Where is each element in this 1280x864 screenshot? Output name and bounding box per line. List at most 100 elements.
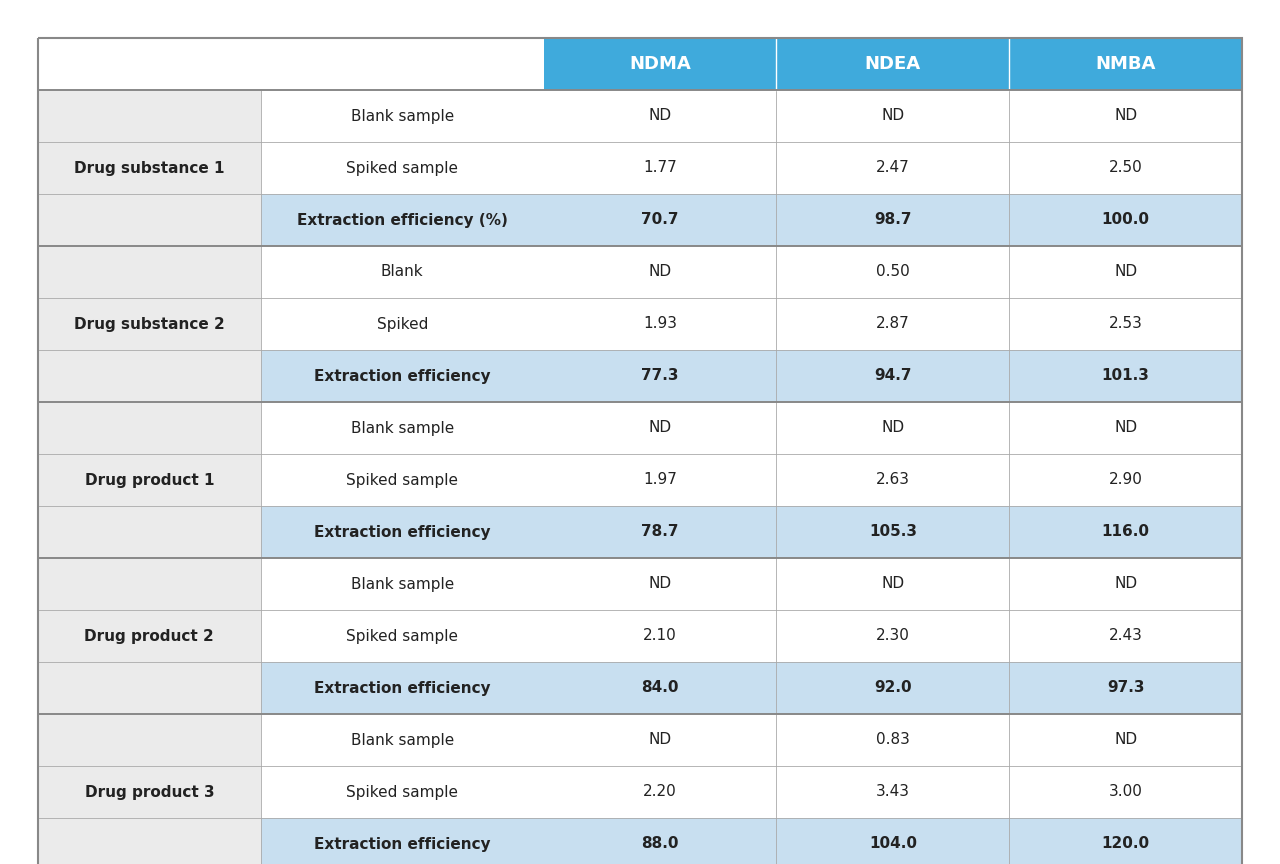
Text: ND: ND <box>649 421 672 435</box>
Text: Extraction efficiency: Extraction efficiency <box>314 836 490 852</box>
Bar <box>1009 662 1242 714</box>
Text: Spiked sample: Spiked sample <box>346 785 458 799</box>
Text: 100.0: 100.0 <box>1102 213 1149 227</box>
Bar <box>1009 350 1242 402</box>
Text: 116.0: 116.0 <box>1102 524 1149 539</box>
Text: 2.87: 2.87 <box>876 316 910 332</box>
Text: 1.97: 1.97 <box>643 473 677 487</box>
Text: ND: ND <box>649 264 672 279</box>
Text: 1.93: 1.93 <box>643 316 677 332</box>
Bar <box>777 90 1009 142</box>
Text: 3.00: 3.00 <box>1108 785 1143 799</box>
Bar <box>261 90 544 142</box>
Bar <box>777 350 1009 402</box>
Text: 98.7: 98.7 <box>874 213 911 227</box>
Text: 94.7: 94.7 <box>874 369 911 384</box>
Text: Blank sample: Blank sample <box>351 576 454 592</box>
Bar <box>544 142 777 194</box>
Bar <box>1009 766 1242 818</box>
Bar <box>261 818 544 864</box>
Bar <box>261 662 544 714</box>
Text: 2.47: 2.47 <box>876 161 910 175</box>
Text: ND: ND <box>1114 109 1137 124</box>
Bar <box>777 818 1009 864</box>
Text: ND: ND <box>1114 576 1137 592</box>
Text: ND: ND <box>1114 421 1137 435</box>
Text: Blank sample: Blank sample <box>351 733 454 747</box>
Text: 2.63: 2.63 <box>876 473 910 487</box>
Text: Drug substance 2: Drug substance 2 <box>74 316 225 332</box>
Text: 2.10: 2.10 <box>643 628 677 644</box>
Bar <box>777 298 1009 350</box>
Text: 97.3: 97.3 <box>1107 681 1144 696</box>
Bar <box>1009 558 1242 610</box>
Text: 2.53: 2.53 <box>1108 316 1143 332</box>
Text: Blank sample: Blank sample <box>351 421 454 435</box>
Text: Drug product 2: Drug product 2 <box>84 628 214 644</box>
Bar <box>261 350 544 402</box>
Bar <box>544 662 777 714</box>
Bar <box>777 194 1009 246</box>
Text: Extraction efficiency (%): Extraction efficiency (%) <box>297 213 508 227</box>
Text: 2.50: 2.50 <box>1108 161 1143 175</box>
Text: NDMA: NDMA <box>630 55 691 73</box>
Bar <box>544 350 777 402</box>
Bar <box>777 610 1009 662</box>
Bar <box>38 714 261 864</box>
Text: 3.43: 3.43 <box>876 785 910 799</box>
Text: 105.3: 105.3 <box>869 524 916 539</box>
Text: Spiked sample: Spiked sample <box>346 628 458 644</box>
Text: ND: ND <box>649 576 672 592</box>
Text: 0.83: 0.83 <box>876 733 910 747</box>
Text: 2.43: 2.43 <box>1108 628 1143 644</box>
Text: Drug substance 1: Drug substance 1 <box>74 161 224 175</box>
Text: Spiked sample: Spiked sample <box>346 473 458 487</box>
Bar <box>544 558 777 610</box>
Bar <box>777 662 1009 714</box>
Bar <box>1009 402 1242 454</box>
Text: Drug product 3: Drug product 3 <box>84 785 214 799</box>
Text: 84.0: 84.0 <box>641 681 678 696</box>
Bar <box>544 38 777 90</box>
Bar <box>544 402 777 454</box>
Bar <box>261 454 544 506</box>
Bar <box>38 714 1242 864</box>
Bar <box>1009 142 1242 194</box>
Bar <box>544 766 777 818</box>
Bar <box>777 246 1009 298</box>
Text: Blank sample: Blank sample <box>351 109 454 124</box>
Bar <box>544 714 777 766</box>
Bar <box>1009 714 1242 766</box>
Bar <box>544 298 777 350</box>
Text: NDEA: NDEA <box>865 55 920 73</box>
Bar <box>38 558 1242 714</box>
Bar <box>544 506 777 558</box>
Text: Extraction efficiency: Extraction efficiency <box>314 524 490 539</box>
Bar <box>261 194 544 246</box>
Text: 1.77: 1.77 <box>643 161 677 175</box>
Text: Drug product 1: Drug product 1 <box>84 473 214 487</box>
Text: 78.7: 78.7 <box>641 524 678 539</box>
Text: 120.0: 120.0 <box>1102 836 1149 852</box>
Text: Extraction efficiency: Extraction efficiency <box>314 681 490 696</box>
Bar <box>261 610 544 662</box>
Bar <box>261 714 544 766</box>
Bar <box>777 402 1009 454</box>
Text: ND: ND <box>1114 733 1137 747</box>
Bar <box>777 766 1009 818</box>
Bar <box>544 818 777 864</box>
Text: NMBA: NMBA <box>1096 55 1156 73</box>
Text: ND: ND <box>881 576 905 592</box>
Bar <box>261 402 544 454</box>
Bar <box>777 714 1009 766</box>
Bar <box>261 558 544 610</box>
Bar <box>261 298 544 350</box>
Bar <box>38 246 1242 402</box>
Bar <box>1009 454 1242 506</box>
Bar <box>38 402 261 558</box>
Bar <box>777 38 1009 90</box>
Text: ND: ND <box>881 421 905 435</box>
Bar <box>38 402 1242 558</box>
Text: 70.7: 70.7 <box>641 213 678 227</box>
Bar <box>261 246 544 298</box>
